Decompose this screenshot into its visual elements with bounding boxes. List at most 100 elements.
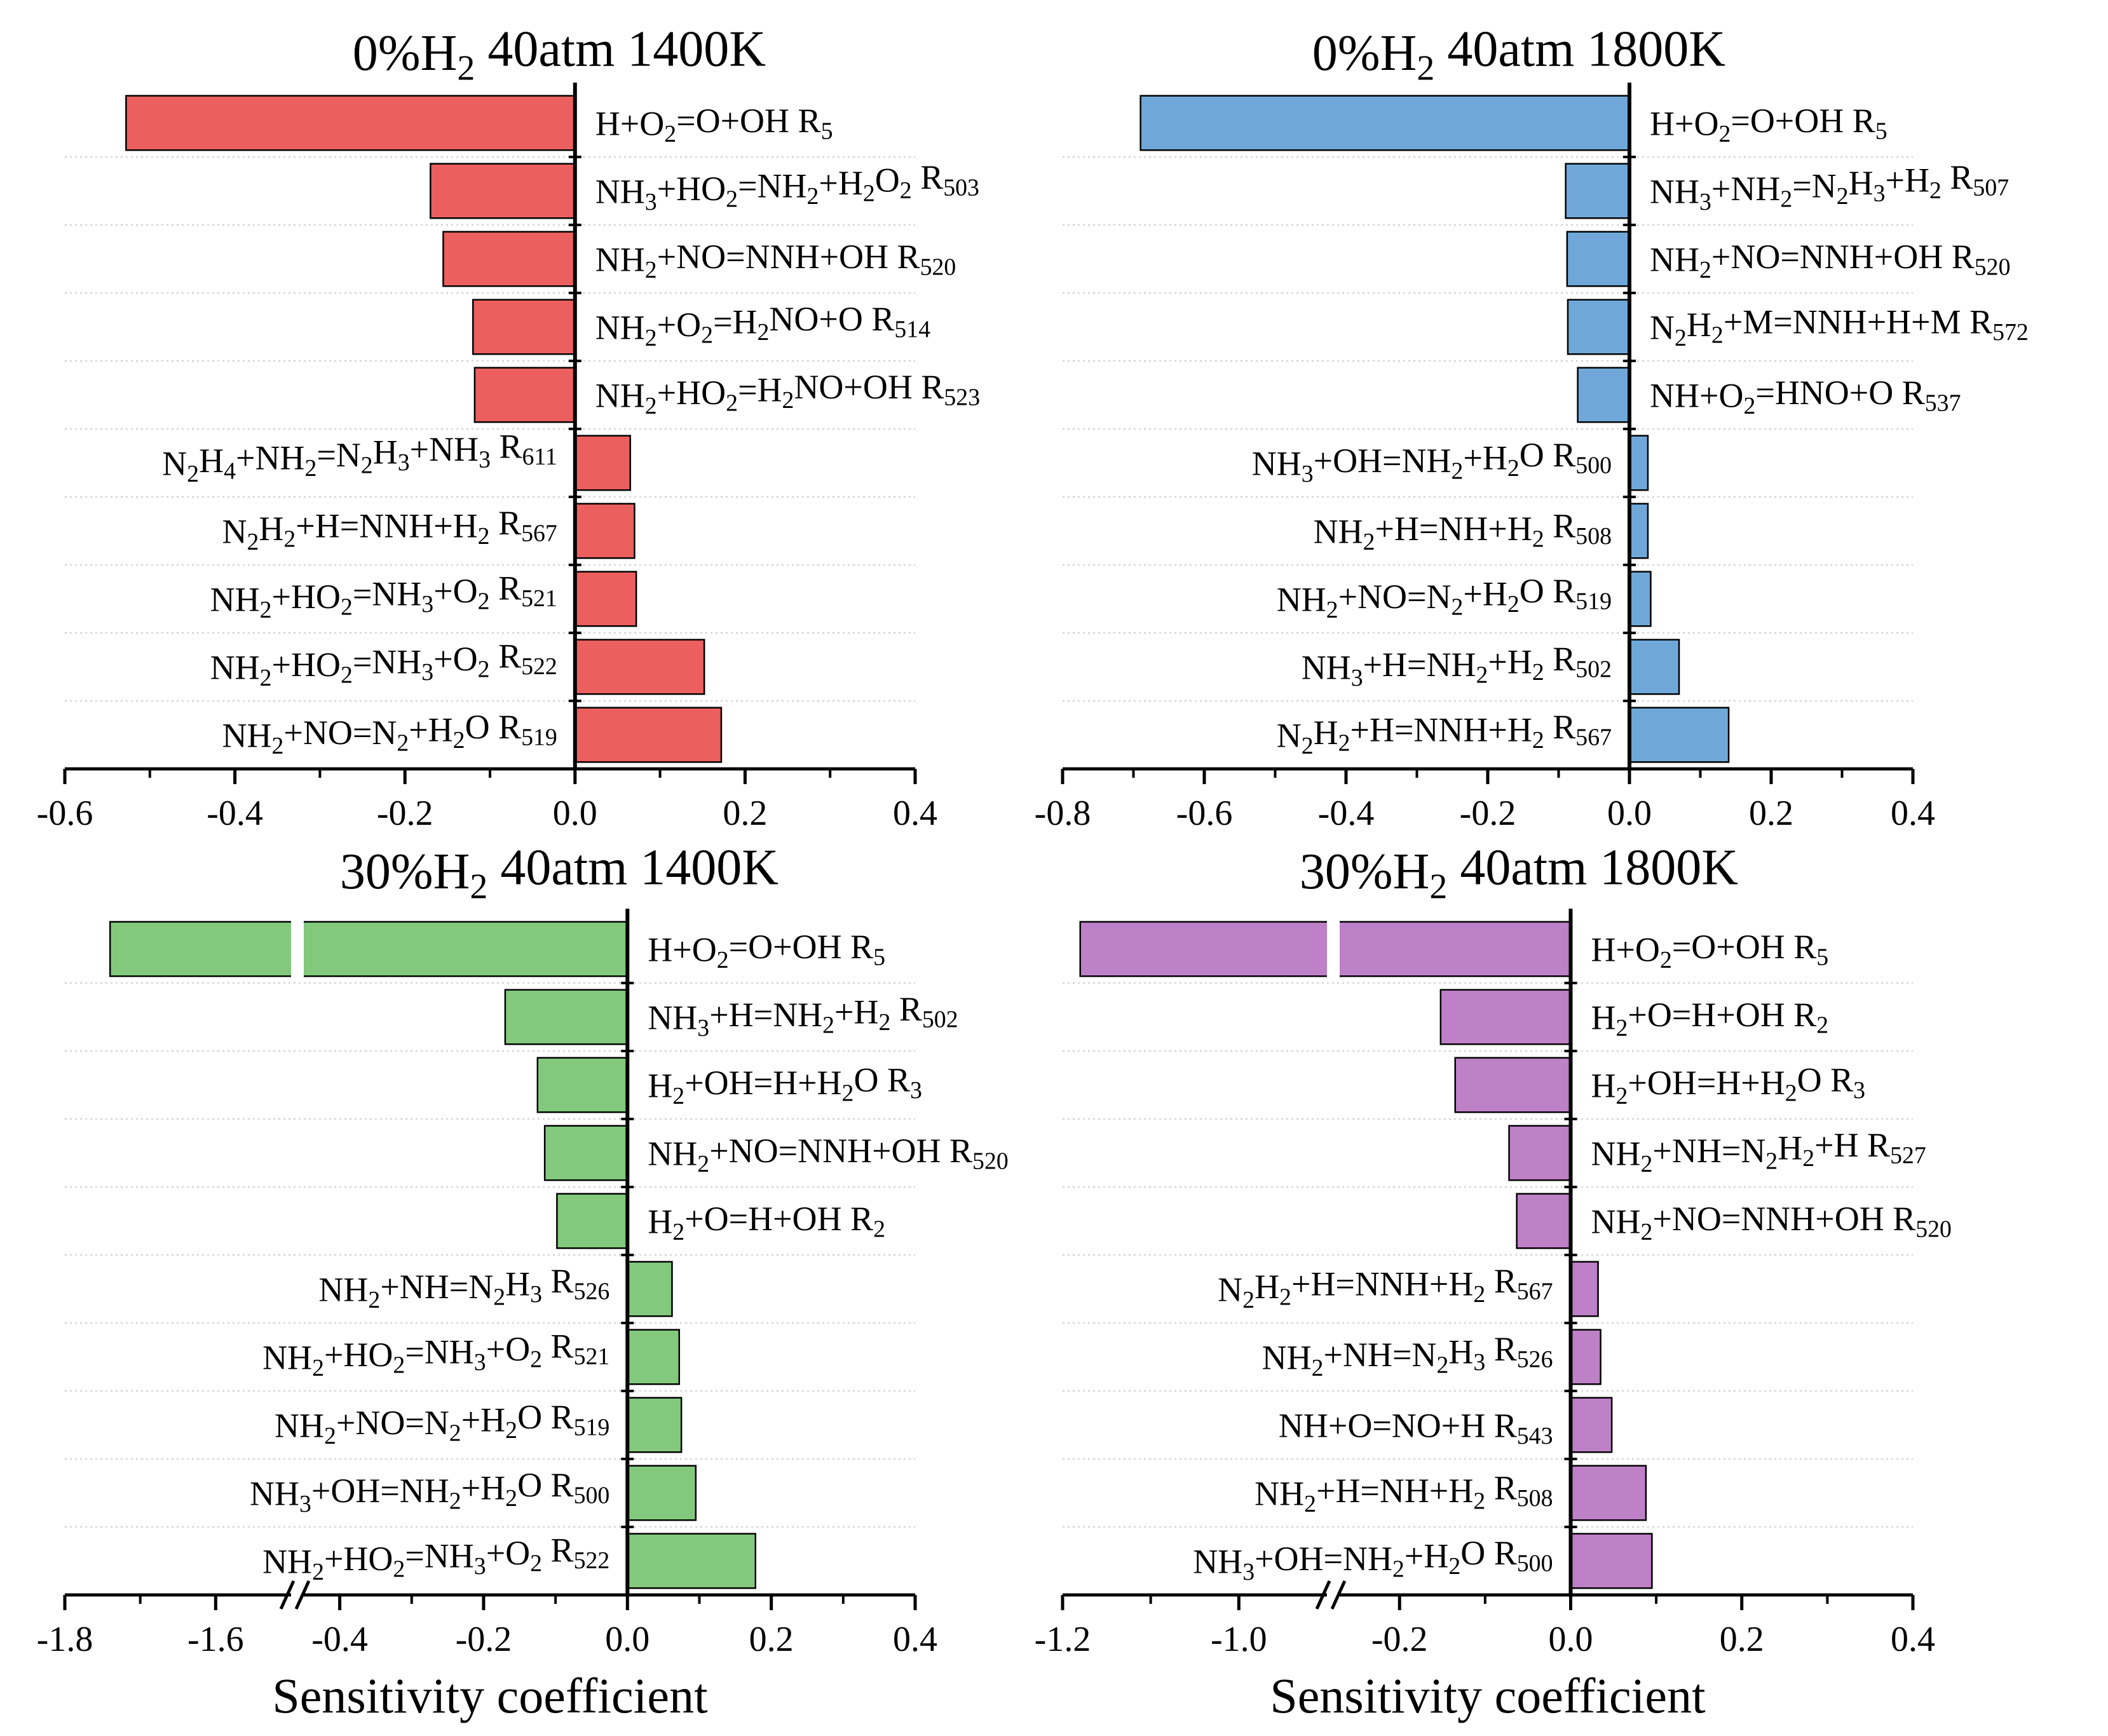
reaction-label: H2+O=H+OH R2 xyxy=(1591,996,1828,1041)
reaction-label: NH3+OH=NH2+H2O R500 xyxy=(250,1466,609,1517)
x-tick-label: 0.0 xyxy=(1607,794,1652,833)
bar xyxy=(1454,1057,1572,1113)
reaction-label: NH3+NH2=N2H3+H2 R507 xyxy=(1650,158,2009,215)
reaction-label: NH2+NO=NNH+OH R520 xyxy=(595,238,956,283)
reaction-label: N2H2+H=NNH+H2 R567 xyxy=(1277,708,1612,759)
bar xyxy=(1565,163,1631,219)
reaction-label: NH+O=NO+H R543 xyxy=(1279,1407,1553,1450)
x-tick-label: -0.2 xyxy=(1371,1620,1428,1659)
reaction-label: NH2+H=NH+H2 R508 xyxy=(1255,1468,1553,1517)
reaction-label: NH3+OH=NH2+H2O R500 xyxy=(1193,1534,1553,1585)
bar xyxy=(430,163,576,219)
bar-break-gap xyxy=(1327,919,1340,979)
bar xyxy=(627,1397,683,1453)
bar xyxy=(543,1125,629,1181)
reaction-label: H+O2=O+OH R5 xyxy=(595,102,833,147)
panel-4: 30%H2 40atm 1800K H+O2=O+OH R5 H2+O=H+OH R… xyxy=(1035,839,1952,1723)
reaction-label: NH2+HO2=NH3+O2 R521 xyxy=(262,1327,609,1381)
bar xyxy=(627,1329,681,1385)
axis-break-mark xyxy=(1330,1580,1347,1610)
bar xyxy=(1570,1397,1613,1453)
bar xyxy=(574,639,705,695)
x-tick-label: -0.4 xyxy=(1318,794,1375,833)
x-tick-label: 0.4 xyxy=(893,1620,937,1659)
x-tick-label: -0.2 xyxy=(456,1620,512,1659)
x-tick-label: -0.4 xyxy=(207,794,263,833)
x-axis-label: Sensitivity coefficient xyxy=(272,1668,708,1723)
bar xyxy=(1577,367,1631,423)
bar-break-gap xyxy=(291,919,304,979)
bar xyxy=(1628,707,1730,763)
bar xyxy=(1079,921,1572,977)
bar xyxy=(1139,95,1631,151)
reaction-label: H+O2=O+OH R5 xyxy=(648,928,885,973)
reaction-label: NH2+HO2=NH3+O2 R522 xyxy=(262,1531,609,1585)
reaction-label: N2H2+H=NNH+H2 R567 xyxy=(1218,1262,1553,1313)
bar xyxy=(504,989,629,1045)
bar xyxy=(1567,299,1631,355)
x-tick-label: -0.4 xyxy=(311,1620,368,1659)
reaction-label: H+O2=O+OH R5 xyxy=(1591,928,1828,973)
bar xyxy=(556,1193,629,1249)
bar xyxy=(1628,503,1649,559)
bar xyxy=(627,1465,697,1521)
bar xyxy=(574,503,636,559)
bar xyxy=(1628,571,1652,627)
x-tick-label: -0.2 xyxy=(377,794,433,833)
bar xyxy=(1508,1125,1572,1181)
x-tick-label: 0.0 xyxy=(553,794,597,833)
x-tick-label: 0.4 xyxy=(893,794,937,833)
reaction-label: NH2+NO=N2+H2O R519 xyxy=(222,708,557,759)
x-tick-label: 0.4 xyxy=(1891,1620,1935,1659)
bar xyxy=(473,367,576,423)
panel-title: 0%H2 40atm 1800K xyxy=(1312,21,1725,88)
x-tick-label: 0.2 xyxy=(749,1620,794,1659)
x-tick-label: 0.2 xyxy=(723,794,767,833)
reaction-label: H2+O=H+OH R2 xyxy=(648,1200,885,1245)
reaction-label: NH+O2=HNO+O R537 xyxy=(1650,374,1961,419)
x-tick-label: 0.4 xyxy=(1891,794,1935,833)
reaction-label: N2H2+H=NNH+H2 R567 xyxy=(222,504,557,555)
panel-3: 30%H2 40atm 1400K H+O2=O+OH R5 NH3+H=NH2+H… xyxy=(37,839,1009,1723)
reaction-label: NH2+HO2=NH3+O2 R521 xyxy=(210,569,557,623)
x-tick-label: -0.2 xyxy=(1460,794,1516,833)
reaction-label: NH3+HO2=NH2+H2O2 R503 xyxy=(595,158,979,215)
reaction-label: NH3+OH=NH2+H2O R500 xyxy=(1252,436,1612,487)
bar xyxy=(1570,1261,1599,1317)
reaction-label: NH2+NH=N2H2+H R527 xyxy=(1591,1126,1926,1177)
reaction-label: NH2+NO=N2+H2O R519 xyxy=(275,1398,609,1449)
reaction-label: NH2+NH=N2H3 R526 xyxy=(1262,1330,1553,1381)
reaction-label: NH3+H=NH2+H2 R502 xyxy=(1302,640,1612,691)
reaction-label: N2H2+M=NNH+H+M R572 xyxy=(1650,302,2029,351)
bar xyxy=(1566,231,1631,287)
bar xyxy=(442,231,576,287)
panel-title: 30%H2 40atm 1400K xyxy=(340,839,779,906)
bar xyxy=(1439,989,1572,1045)
reaction-label: NH2+NO=N2+H2O R519 xyxy=(1277,572,1612,623)
bar xyxy=(1628,435,1649,491)
reaction-label: NH2+HO2=NH3+O2 R522 xyxy=(210,637,557,691)
panel-title: 0%H2 40atm 1400K xyxy=(353,21,766,88)
reaction-label: NH2+HO2=H2NO+OH R523 xyxy=(595,368,980,419)
reaction-label: H2+OH=H+H2O R3 xyxy=(1591,1061,1865,1109)
bar xyxy=(574,571,637,627)
bar xyxy=(574,707,723,763)
reaction-label: N2H4+NH2=N2H3+NH3 R611 xyxy=(162,427,557,487)
bar xyxy=(1570,1465,1647,1521)
reaction-label: NH3+H=NH2+H2 R502 xyxy=(648,990,958,1041)
reaction-label: NH2+NO=NNH+OH R520 xyxy=(1650,238,2010,283)
bar xyxy=(1570,1329,1601,1385)
axis-break-mark xyxy=(1315,1580,1331,1610)
reaction-label: NH2+NH=N2H3 R526 xyxy=(318,1262,609,1313)
bar xyxy=(472,299,576,355)
reaction-label: NH2+NO=NNH+OH R520 xyxy=(648,1132,1008,1177)
bar xyxy=(574,435,632,491)
x-tick-label: -1.2 xyxy=(1035,1620,1091,1659)
reaction-label: NH2+H=NH+H2 R508 xyxy=(1314,506,1612,555)
x-tick-label: 0.2 xyxy=(1749,794,1793,833)
x-tick-label: -0.6 xyxy=(37,794,93,833)
bar xyxy=(627,1533,756,1589)
reaction-label: H2+OH=H+H2O R3 xyxy=(648,1061,922,1109)
x-tick-label: -1.6 xyxy=(187,1620,244,1659)
